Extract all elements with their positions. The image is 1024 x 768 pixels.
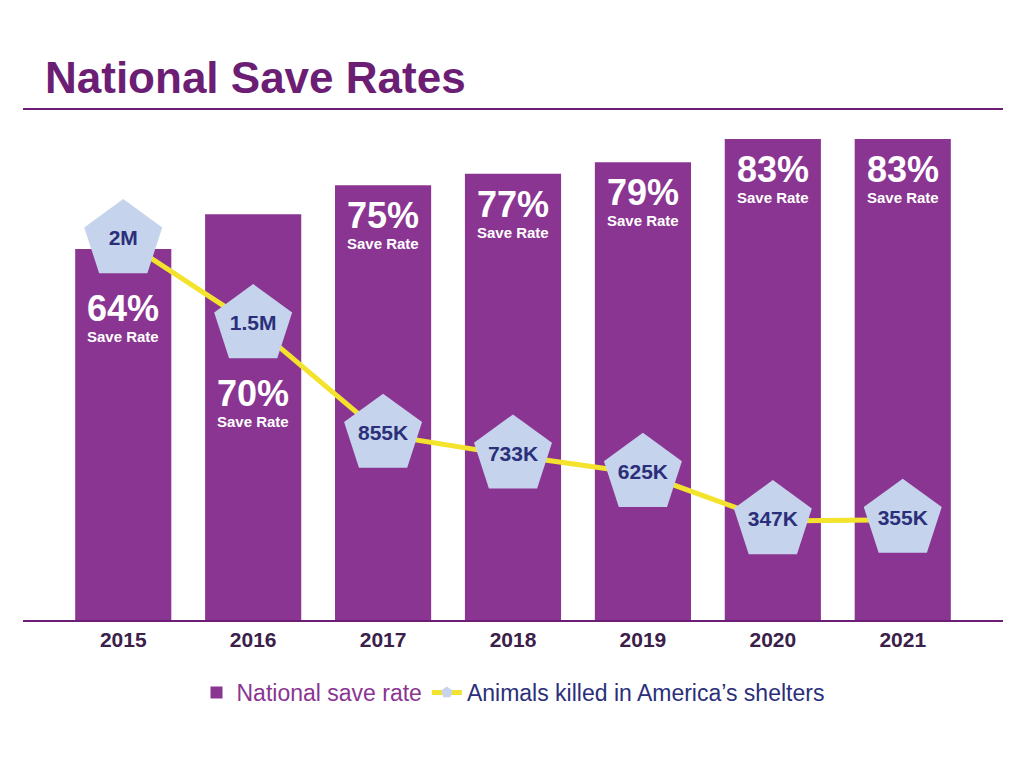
svg-text:625K: 625K (618, 460, 668, 483)
svg-text:83%: 83% (737, 149, 809, 190)
svg-text:Save Rate: Save Rate (607, 212, 679, 229)
svg-text:347K: 347K (748, 507, 798, 530)
svg-text:2M: 2M (109, 226, 138, 249)
svg-text:2016: 2016 (230, 628, 277, 651)
svg-text:70%: 70% (217, 373, 289, 414)
svg-text:75%: 75% (347, 195, 419, 236)
svg-text:355K: 355K (878, 506, 928, 529)
svg-text:2017: 2017 (360, 628, 407, 651)
svg-text:79%: 79% (607, 172, 679, 213)
svg-text:83%: 83% (867, 149, 939, 190)
svg-text:1.5M: 1.5M (230, 311, 277, 334)
svg-text:Save Rate: Save Rate (477, 224, 549, 241)
svg-text:Save Rate: Save Rate (867, 189, 939, 206)
svg-text:64%: 64% (87, 288, 159, 329)
svg-text:Save Rate: Save Rate (87, 328, 159, 345)
svg-text:Save Rate: Save Rate (217, 413, 289, 430)
svg-text:77%: 77% (477, 184, 549, 225)
svg-text:2020: 2020 (749, 628, 796, 651)
svg-text:2018: 2018 (490, 628, 537, 651)
svg-text:2021: 2021 (879, 628, 926, 651)
svg-text:2015: 2015 (100, 628, 147, 651)
svg-text:National save rate: National save rate (237, 680, 422, 706)
svg-text:733K: 733K (488, 442, 538, 465)
svg-text:Save Rate: Save Rate (347, 235, 419, 252)
svg-text:Save Rate: Save Rate (737, 189, 809, 206)
svg-text:855K: 855K (358, 421, 408, 444)
svg-text:Animals killed in America’s sh: Animals killed in America’s shelters (467, 680, 825, 706)
svg-text:2019: 2019 (620, 628, 667, 651)
svg-text:National Save Rates: National Save Rates (45, 53, 466, 102)
